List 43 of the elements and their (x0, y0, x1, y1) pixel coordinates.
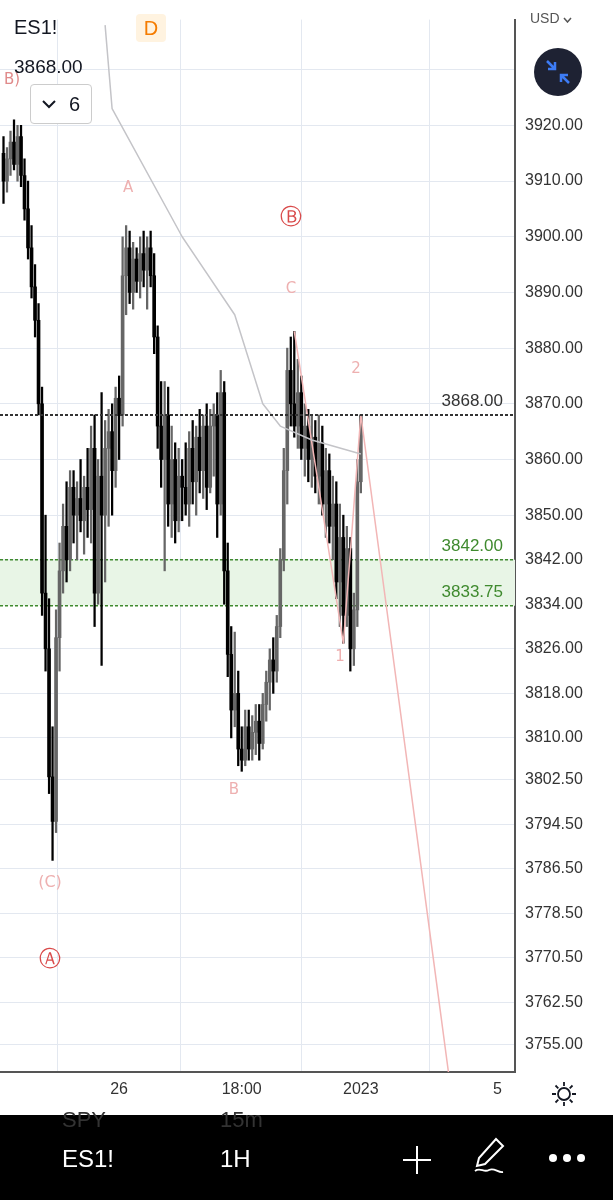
annotation: 3833.75 (441, 581, 503, 601)
y-tick-label: 3920.00 (525, 115, 583, 133)
chart-title: ES1! (62, 1145, 115, 1172)
x-tick-label: 18:00 (221, 1080, 262, 1098)
y-tick-label: 3810.00 (525, 728, 583, 746)
chart-title: ES1! (14, 16, 58, 39)
y-tick-label: 3850.00 (525, 505, 583, 523)
y-tick-label: 3842.00 (525, 550, 583, 568)
annotation: 2 (351, 358, 361, 377)
text: 1H (220, 1145, 251, 1173)
annotation: A (122, 177, 134, 196)
annotation: (C) (38, 872, 62, 892)
annotation: Ⓑ (280, 203, 302, 229)
y-tick-label: 3890.00 (525, 282, 583, 300)
annotation: D (136, 14, 166, 42)
y-tick-label: 3762.50 (525, 992, 583, 1010)
x-tick-label: 26 (110, 1080, 129, 1098)
annotation: C (285, 278, 297, 297)
annotation: 1 (335, 646, 345, 665)
text: SPY (62, 1107, 107, 1133)
y-tick-label: 3778.50 (525, 903, 583, 921)
y-tick-label: 3770.50 (525, 948, 583, 966)
y-tick-label: 3834.00 (525, 594, 583, 612)
y-tick-label: 3826.00 (525, 639, 583, 657)
text: 15m (220, 1107, 263, 1133)
y-axis-title: USD (530, 10, 560, 26)
annotation: Ⓐ (39, 945, 61, 971)
y-tick-label: 3900.00 (525, 227, 583, 245)
annotation: B (228, 779, 240, 798)
ref-line-label: 3868.00 (441, 391, 503, 411)
y-tick-label: 3880.00 (525, 338, 583, 356)
y-tick-label: 3910.00 (525, 171, 583, 189)
x-tick-label: 2023 (343, 1080, 379, 1098)
y-tick-label: 3860.00 (525, 449, 583, 467)
annotation: 3842.00 (441, 535, 503, 555)
y-tick-label: 3802.50 (525, 770, 583, 788)
x-tick-label: 5 (493, 1080, 503, 1098)
y-tick-label: 3818.00 (525, 683, 583, 701)
y-tick-label: 3794.50 (525, 814, 583, 832)
y-tick-label: 3870.00 (525, 394, 583, 412)
annotation: 6 (69, 92, 81, 117)
y-tick-label: 3786.50 (525, 859, 583, 877)
y-tick-label: 3755.00 (525, 1034, 583, 1052)
